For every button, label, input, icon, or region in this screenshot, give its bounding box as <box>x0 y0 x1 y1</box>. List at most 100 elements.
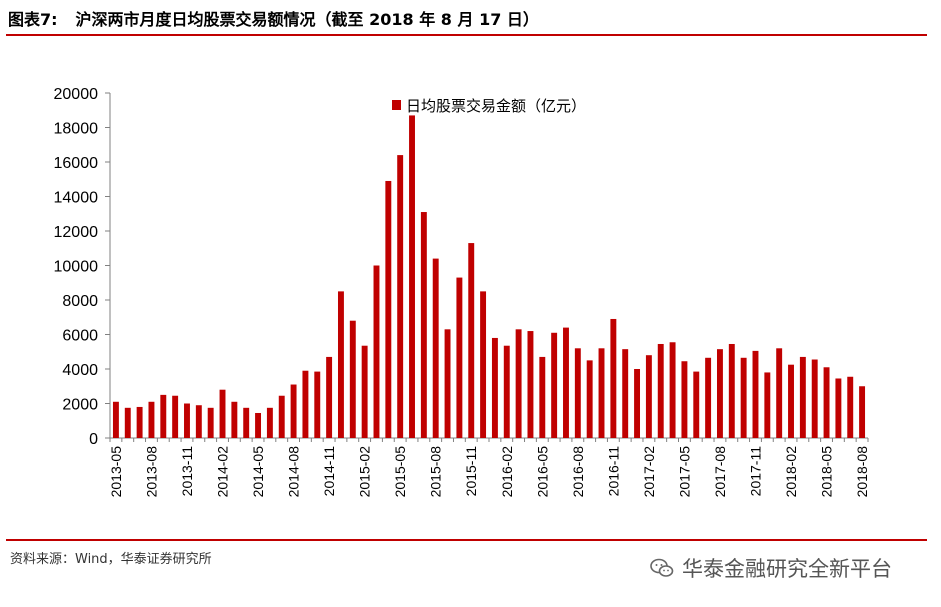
x-tick-label: 2015-02 <box>357 446 373 498</box>
x-tick-label: 2017-05 <box>676 446 692 498</box>
bar <box>409 115 415 439</box>
figure-title: 图表7: 沪深两市月度日均股票交易额情况（截至 2018 年 8 月 17 日） <box>8 6 539 30</box>
y-tick-label: 18000 <box>54 121 99 138</box>
bar <box>598 348 605 438</box>
bar <box>634 369 641 438</box>
bar <box>148 401 155 438</box>
bar <box>373 265 380 438</box>
bar <box>740 357 747 438</box>
x-tick-label: 2017-11 <box>747 446 763 497</box>
bar <box>610 318 617 438</box>
bar <box>716 349 723 438</box>
bar <box>835 378 842 438</box>
bar <box>231 401 238 438</box>
footer-divider <box>6 539 927 541</box>
figure-label: 图表7: <box>8 10 58 29</box>
bar <box>136 406 143 438</box>
bar <box>693 371 700 438</box>
bar <box>314 371 321 438</box>
legend: 日均股票交易金额（亿元） <box>392 97 586 115</box>
y-tick-label: 12000 <box>54 224 99 241</box>
bar <box>728 343 735 438</box>
bar-series <box>112 115 866 439</box>
bar <box>432 258 439 438</box>
wechat-icon <box>650 558 674 577</box>
bar <box>255 412 262 438</box>
bar <box>184 403 190 438</box>
bar <box>515 329 522 438</box>
bar <box>752 350 759 438</box>
bar <box>645 355 652 438</box>
x-tick-label: 2013-05 <box>108 446 124 498</box>
bar <box>420 212 427 438</box>
bar <box>349 320 356 438</box>
x-tick-label: 2018-05 <box>819 446 835 498</box>
figure-title-text: 沪深两市月度日均股票交易额情况（截至 2018 年 8 月 17 日） <box>75 10 539 29</box>
x-tick-label: 2016-08 <box>570 446 586 498</box>
bar <box>480 291 487 438</box>
bar <box>444 329 451 438</box>
x-tick-label: 2017-08 <box>712 446 728 498</box>
bar <box>266 407 273 438</box>
bar <box>112 401 119 438</box>
bar <box>551 332 558 438</box>
x-tick-label: 2016-02 <box>499 446 515 498</box>
bar <box>859 386 866 438</box>
bar <box>657 343 664 438</box>
bar <box>776 348 783 438</box>
bar <box>243 407 250 438</box>
bar <box>491 337 498 438</box>
bar <box>456 277 463 438</box>
x-axis: 2013-05 2013-08 2013-11 2014-02 2014-05 2014-… <box>108 437 870 498</box>
y-axis: 0 2000 4000 6000 8000 10000 12000 14000 16000 180… <box>54 86 111 448</box>
bar <box>337 291 344 438</box>
x-tick-label: 2014-08 <box>286 446 302 498</box>
x-tick-label: 2015-11 <box>463 446 479 497</box>
y-tick-label: 0 <box>89 431 98 448</box>
bar <box>563 327 569 438</box>
watermark: 华泰金融研究全新平台 <box>650 553 892 583</box>
x-tick-label: 2014-11 <box>321 446 337 497</box>
x-tick-label: 2018-02 <box>783 446 799 498</box>
bar <box>823 367 830 438</box>
x-tick-label: 2013-08 <box>143 446 159 498</box>
y-tick-label: 6000 <box>62 328 98 345</box>
bar <box>385 180 392 438</box>
watermark-text: 华泰金融研究全新平台 <box>682 557 892 581</box>
bar <box>503 345 510 438</box>
bar <box>681 361 688 438</box>
bar <box>124 407 131 438</box>
bar <box>278 395 285 438</box>
x-tick-label: 2015-05 <box>392 446 408 498</box>
bar <box>361 345 368 438</box>
y-tick-label: 8000 <box>62 293 98 310</box>
x-tick-label: 2016-11 <box>605 446 621 497</box>
legend-swatch <box>392 100 401 110</box>
bar <box>847 376 854 438</box>
y-tick-label: 2000 <box>62 397 98 414</box>
bar <box>302 370 309 438</box>
bar <box>195 405 202 438</box>
bar <box>705 357 712 438</box>
x-tick-label: 2016-05 <box>534 446 550 498</box>
bar <box>172 395 179 438</box>
bar <box>669 342 676 438</box>
x-tick-label: 2017-02 <box>641 446 657 498</box>
bar <box>527 331 534 438</box>
bar <box>326 356 333 438</box>
x-tick-label: 2014-02 <box>215 446 231 498</box>
bar <box>468 243 475 438</box>
y-tick-label: 20000 <box>54 86 99 103</box>
x-tick-label: 2015-08 <box>428 446 444 498</box>
bar <box>290 384 297 438</box>
y-tick-label: 4000 <box>62 362 98 379</box>
bar <box>811 359 818 438</box>
x-tick-label: 2018-08 <box>854 446 870 498</box>
bar <box>207 407 214 438</box>
bar <box>574 348 581 438</box>
y-tick-label: 14000 <box>54 190 99 207</box>
bar <box>586 360 593 438</box>
bar <box>160 394 167 438</box>
title-divider <box>6 34 927 36</box>
